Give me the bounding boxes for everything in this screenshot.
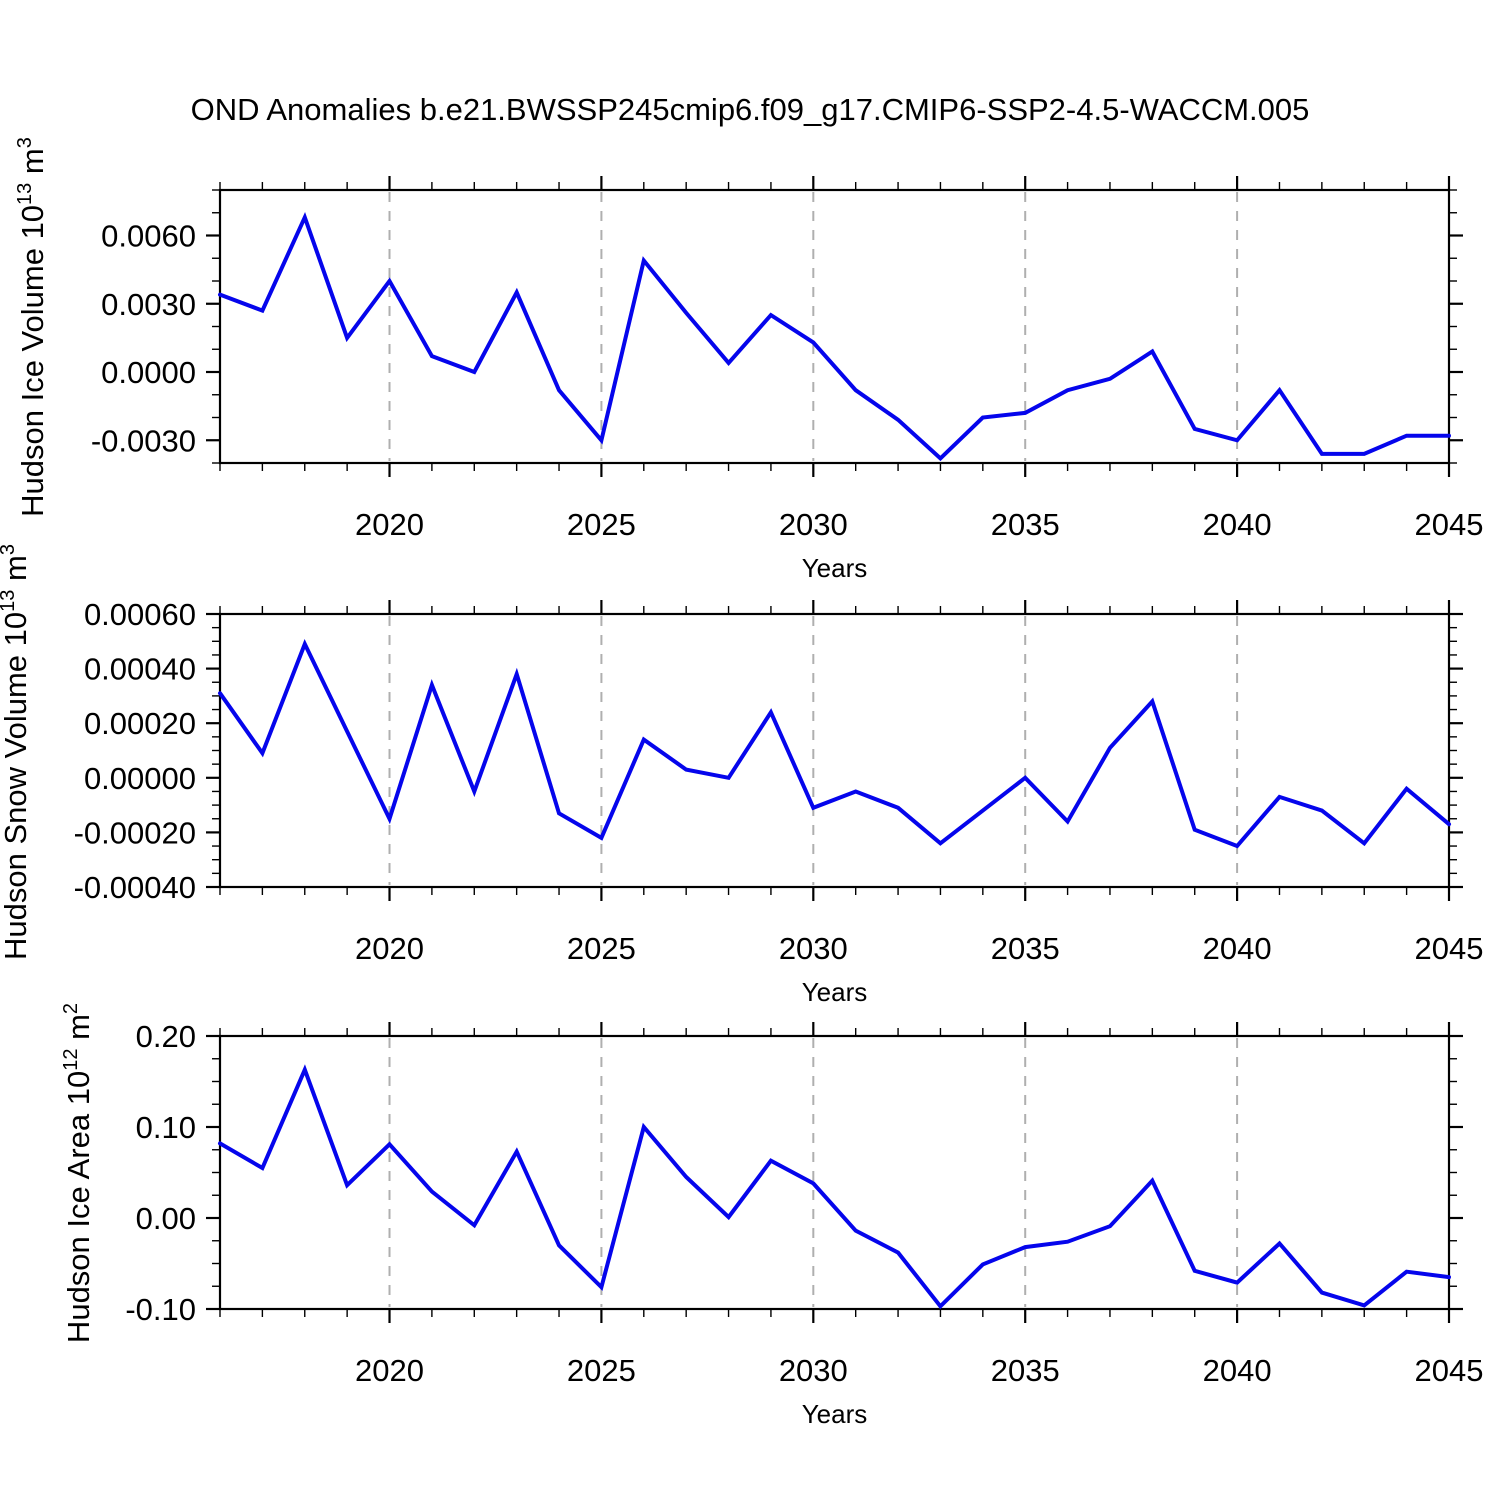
- x-tick-label: 2040: [1203, 1353, 1272, 1388]
- y-tick-label: 0.00000: [84, 761, 196, 796]
- y-tick-label: 0.0000: [101, 355, 196, 390]
- data-line-0: [218, 211, 1451, 462]
- x-axis-title-panel3: Years: [801, 1399, 868, 1429]
- x-axis-title-panel1: Years: [801, 553, 868, 583]
- y-tick-label: 0.00060: [84, 597, 196, 632]
- y-axis-label-superscript: 13: [14, 182, 36, 205]
- x-tick-label: 2020: [355, 931, 424, 966]
- y-tick-label: -0.10: [125, 1292, 196, 1327]
- y-axis-label-unit: m: [0, 554, 33, 590]
- x-tick-label: 2030: [779, 931, 848, 966]
- y-tick-label: 0.0060: [101, 219, 196, 254]
- x-axis-title-panel2: Years: [801, 977, 868, 1007]
- x-tick-label: 2045: [1415, 507, 1484, 542]
- figure-title: OND Anomalies b.e21.BWSSP245cmip6.f09_g1…: [190, 92, 1310, 127]
- x-tick-label: 2035: [991, 931, 1060, 966]
- x-tick-label: 2025: [567, 1353, 636, 1388]
- y-tick-label: 0.20: [136, 1019, 196, 1054]
- y-axis-label-unit: m: [61, 1013, 96, 1049]
- x-tick-label: 2045: [1415, 931, 1484, 966]
- panel-0: 2020 2025 2030 2035 2040 2045 0.0060 0.0030 0.00…: [91, 176, 1484, 542]
- x-tick-label: 2020: [355, 507, 424, 542]
- panel-1: 2020 2025 2030 2035 2040 2045 0.00060 0.00040 0.…: [74, 597, 1484, 966]
- data-line-1: [218, 638, 1451, 849]
- y-axis-label-unit: m: [15, 147, 50, 183]
- data-line-2: [218, 1064, 1451, 1310]
- y-tick-label: 0.0030: [101, 287, 196, 322]
- x-tick-label: 2020: [355, 1353, 424, 1388]
- plot-frame: [218, 612, 1451, 889]
- y-tick-label: 0.00040: [84, 652, 196, 687]
- y-axis-label-unit-superscript: 2: [60, 1002, 82, 1014]
- x-tick-label: 2025: [567, 507, 636, 542]
- y-tick-label: 0.00: [136, 1201, 196, 1236]
- x-tick-label: 2040: [1203, 507, 1272, 542]
- x-tick-label: 2030: [779, 1353, 848, 1388]
- x-tick-label: 2030: [779, 507, 848, 542]
- y-tick-label: 0.00020: [84, 706, 196, 741]
- y-axis-label-unit-superscript: 3: [0, 544, 19, 555]
- x-tick-label: 2035: [991, 1353, 1060, 1388]
- y-tick-label: -0.0030: [91, 423, 196, 458]
- plot-frame: [218, 1034, 1451, 1311]
- y-axis-label-superscript: 13: [0, 589, 19, 612]
- y-tick-label: 0.10: [136, 1110, 196, 1145]
- plot-frame: [218, 188, 1451, 465]
- y-axis-label-text: Hudson Snow Volume 10: [0, 611, 33, 960]
- y-tick-label: -0.00020: [74, 815, 196, 850]
- y-axis-label-unit-superscript: 3: [14, 136, 36, 148]
- x-tick-label: 2045: [1415, 1353, 1484, 1388]
- y-tick-label: -0.00040: [74, 870, 196, 905]
- y-axis-label-ice-area: Hudson Ice Area 1012 m2: [58, 823, 100, 1500]
- x-tick-label: 2035: [991, 507, 1060, 542]
- panel-2: 2020 2025 2030 2035 2040 2045 0.20 0.10 0.00 -0.1…: [125, 1019, 1483, 1388]
- y-axis-label-text: Hudson Ice Area 10: [61, 1070, 96, 1343]
- y-axis-label-snow-volume: Hudson Snow Volume 1013 m3: [0, 402, 37, 1102]
- x-tick-label: 2040: [1203, 931, 1272, 966]
- y-axis-label-superscript: 12: [60, 1048, 82, 1071]
- x-tick-label: 2025: [567, 931, 636, 966]
